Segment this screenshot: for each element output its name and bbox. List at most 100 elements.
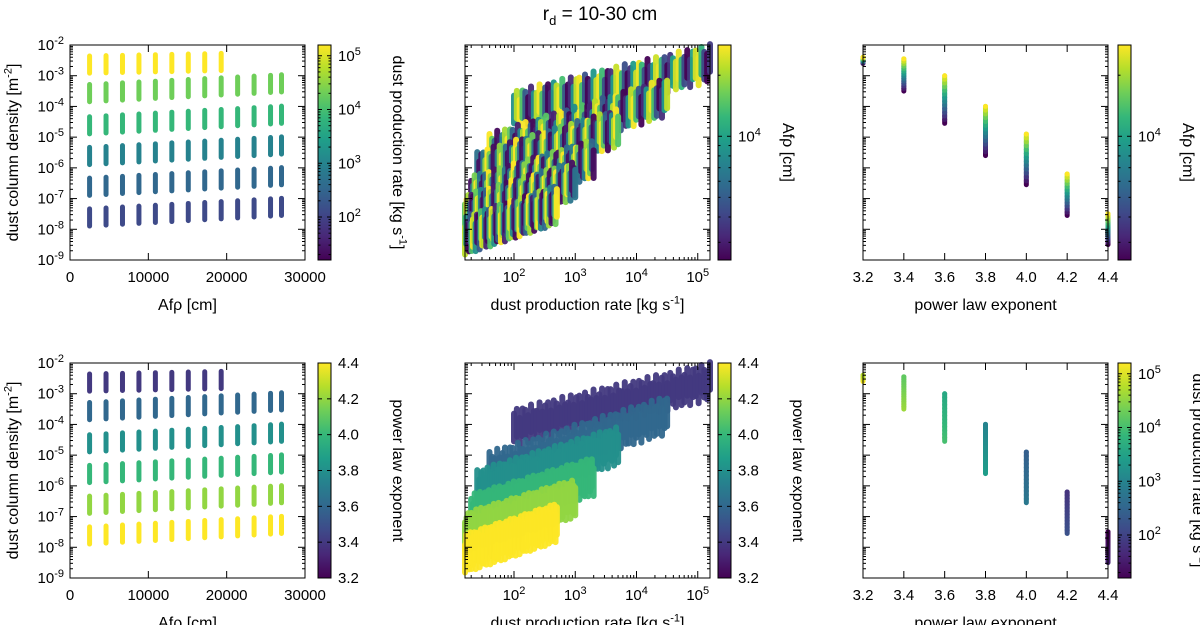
colorbar-tick-label: 3.2 (338, 570, 359, 587)
y-tick-label: 10-4 (38, 414, 64, 433)
colorbar-label: Afρ [cm] (1179, 123, 1196, 182)
x-tick-label: 3.6 (934, 269, 955, 286)
band-4.4 (462, 183, 560, 258)
x-tick-label: 3.2 (853, 587, 874, 604)
x-axis-label: Afρ [cm] (158, 615, 217, 625)
colorbar-tick-label: 104 (738, 126, 761, 145)
colorbar-tick-label: 4.0 (338, 427, 359, 444)
colorbar-tick-label: 102 (1138, 525, 1161, 544)
plot-frame (464, 44, 711, 261)
figure-title: rd = 10-30 cm (543, 4, 657, 28)
x-tick-label: 4.2 (1057, 587, 1078, 604)
colorbar-tick-label: 103 (1138, 471, 1161, 490)
colorbar-gradient (317, 44, 332, 261)
y-tick-label: 10-8 (38, 219, 64, 238)
panel-bottom-right: 3.2 3.4 3.6 3.8 4.0 4.2 4.4 power law exponent 1… (853, 362, 1200, 625)
colorbar-label: power law exponent (389, 399, 406, 542)
x-tick-label: 4.2 (1057, 269, 1078, 286)
data-points (462, 359, 713, 576)
colorbar-tick-label: 4.2 (338, 391, 359, 408)
colorbar: 102 103 104 105 dust production rate [kg s-1… (317, 44, 408, 261)
colorbar-tick-label: 4.4 (338, 355, 359, 372)
data-points (462, 41, 713, 258)
x-tick-label: 3.6 (934, 587, 955, 604)
data-points (87, 368, 284, 547)
panel-top-left: 10-9 10-8 10-7 10-6 10-5 10-4 10-3 10-2 0 10000 20… (3, 35, 409, 314)
colorbar-gradient (717, 44, 732, 261)
colorbar-tick-label: 103 (338, 153, 361, 172)
x-axis-label: Afρ [cm] (158, 297, 217, 314)
x-axis-label: power law exponent (914, 297, 1057, 314)
x-tick-label: 10000 (127, 587, 169, 604)
x-tick-label: 4.0 (1016, 587, 1037, 604)
colorbar: 104 Afρ [cm] (717, 44, 796, 261)
plot-frame (464, 362, 711, 579)
y-tick-label: 10-2 (38, 353, 64, 372)
y-tick-label: 10-8 (38, 537, 64, 556)
x-tick-label: 3.8 (975, 269, 996, 286)
y-axis-label: dust column density [m-2] (3, 382, 22, 560)
colorbar-label: Afρ [cm] (779, 123, 796, 182)
colorbar-tick-label: 4.0 (738, 427, 759, 444)
x-tick-label: 3.4 (893, 269, 914, 286)
colorbar: 3.2 3.4 3.6 3.8 4.0 4.2 4.4 power law exponent (317, 355, 406, 587)
panel-top-right: 3.2 3.4 3.6 3.8 4.0 4.2 4.4 power law exponent 1… (853, 44, 1196, 314)
colorbar-tick-label: 105 (338, 46, 361, 65)
data-points (860, 372, 1111, 566)
x-tick-label: 0 (66, 587, 74, 604)
y-axis-label: dust column density [m-2] (3, 64, 22, 242)
y-tick-label: 10-5 (38, 445, 64, 464)
y-tick-label: 10-5 (38, 127, 64, 146)
colorbar-label: power law exponent (789, 399, 806, 542)
x-tick-label: 4.0 (1016, 269, 1037, 286)
x-axis-label: dust production rate [kg s-1] (491, 295, 685, 314)
colorbar-tick-label: 104 (1138, 126, 1161, 145)
x-tick-label: 20000 (206, 587, 248, 604)
colorbar-tick-label: 104 (1138, 418, 1161, 437)
x-tick-label: 3.8 (975, 587, 996, 604)
x-tick-label: 30000 (284, 587, 326, 604)
x-tick-label: 4.4 (1098, 269, 1119, 286)
x-tick-label: 104 (625, 267, 648, 286)
x-tick-label: 30000 (284, 269, 326, 286)
x-tick-label: 0 (66, 269, 74, 286)
colorbar-tick-label: 3.4 (338, 534, 359, 551)
panel-bottom-left: 10-9 10-8 10-7 10-6 10-5 10-4 10-3 10-2 0 10000 20… (3, 353, 406, 625)
data-points (860, 54, 1111, 248)
colorbar-tick-label: 3.2 (738, 570, 759, 587)
colorbar-tick-label: 3.8 (338, 463, 359, 480)
x-tick-label: 103 (564, 267, 587, 286)
x-tick-label: 104 (625, 585, 648, 604)
colorbar-gradient (1117, 44, 1132, 261)
x-tick-label: 3.4 (893, 587, 914, 604)
y-tick-label: 10-3 (38, 384, 64, 403)
colorbar-tick-label: 3.6 (738, 498, 759, 515)
colorbar: 102 103 104 105 dust production rate [kg s-1… (1117, 362, 1200, 579)
colorbar-tick-label: 4.4 (738, 355, 759, 372)
colorbar: 104 Afρ [cm] (1117, 44, 1196, 261)
data-points (87, 50, 284, 229)
y-tick-label: 10-7 (38, 189, 64, 208)
x-tick-label: 10000 (127, 269, 169, 286)
y-tick-label: 10-7 (38, 507, 64, 526)
y-tick-label: 10-6 (38, 158, 64, 177)
x-tick-label: 102 (503, 585, 526, 604)
y-tick-label: 10-6 (38, 476, 64, 495)
x-tick-label: 105 (686, 585, 709, 604)
colorbar-gradient (1117, 362, 1132, 579)
plot-frame (69, 362, 306, 579)
colorbar-label: dust production rate [kg s-1] (389, 56, 408, 250)
y-tick-label: 10-2 (38, 35, 64, 54)
colorbar-label: dust production rate [kg s-1] (1189, 374, 1200, 568)
colorbar-tick-label: 105 (1138, 364, 1161, 383)
x-tick-label: 20000 (206, 269, 248, 286)
y-tick-label: 10-3 (38, 66, 64, 85)
y-tick-label: 10-9 (38, 568, 64, 587)
colorbar-tick-label: 102 (338, 207, 361, 226)
x-axis-label: dust production rate [kg s-1] (491, 613, 685, 625)
colorbar-tick-label: 3.8 (738, 463, 759, 480)
x-tick-label: 103 (564, 585, 587, 604)
